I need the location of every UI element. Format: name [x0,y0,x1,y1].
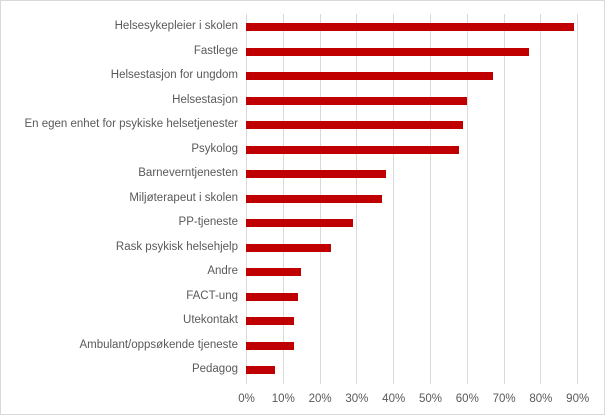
bar [246,243,331,252]
x-tick-label: 50% [418,393,443,405]
x-tick-label: 40% [382,393,406,405]
bar [246,317,294,325]
bar [246,341,294,350]
x-tick-label: 60% [455,393,479,405]
gridline [466,14,468,384]
bar [246,292,298,301]
x-tick-label: 20% [308,393,332,405]
gridline [430,14,431,384]
bar [246,96,467,105]
category-label: Psykolog [191,142,238,155]
bar [246,194,383,203]
bar [246,72,493,80]
x-tick-label: 30% [345,393,369,405]
category-label: Pedagog [191,363,238,375]
bar [246,268,302,276]
category-label: En egen enhet for psykiske helsetjeneste… [24,118,238,130]
category-label: Helsestasjon [172,93,238,106]
bar [246,170,386,178]
x-tick-label: 90% [566,393,590,405]
bar [246,366,276,374]
x-tick-label: 10% [271,393,295,405]
category-label: Helsestasjon for ungdom [110,69,238,81]
x-tick-label: 70% [492,393,516,405]
category-label: Andre [207,265,238,277]
gridline [577,14,579,384]
bar [246,47,530,56]
x-tick-label: 0% [238,393,255,405]
gridline [540,14,542,384]
bar [246,145,460,154]
category-label: Fastlege [193,44,238,57]
bar [246,121,464,129]
category-label: Barneverntjenesten [138,167,238,179]
plot-area [246,14,605,384]
gridline [503,14,505,384]
category-label: Helsesykepleier i skolen [114,20,238,32]
bar [246,23,574,31]
category-label: Utekontakt [183,314,238,326]
gridline [393,14,395,384]
category-label: Rask psykisk helsehjelp [115,240,238,253]
x-tick-label: 80% [529,393,553,405]
category-label: FACT-ung [186,289,238,302]
category-label: Miljøterapeut i skolen [129,191,238,204]
bar [246,219,353,227]
category-label: Ambulant/oppsøkende tjeneste [79,338,238,351]
category-label: PP-tjeneste [178,216,238,228]
